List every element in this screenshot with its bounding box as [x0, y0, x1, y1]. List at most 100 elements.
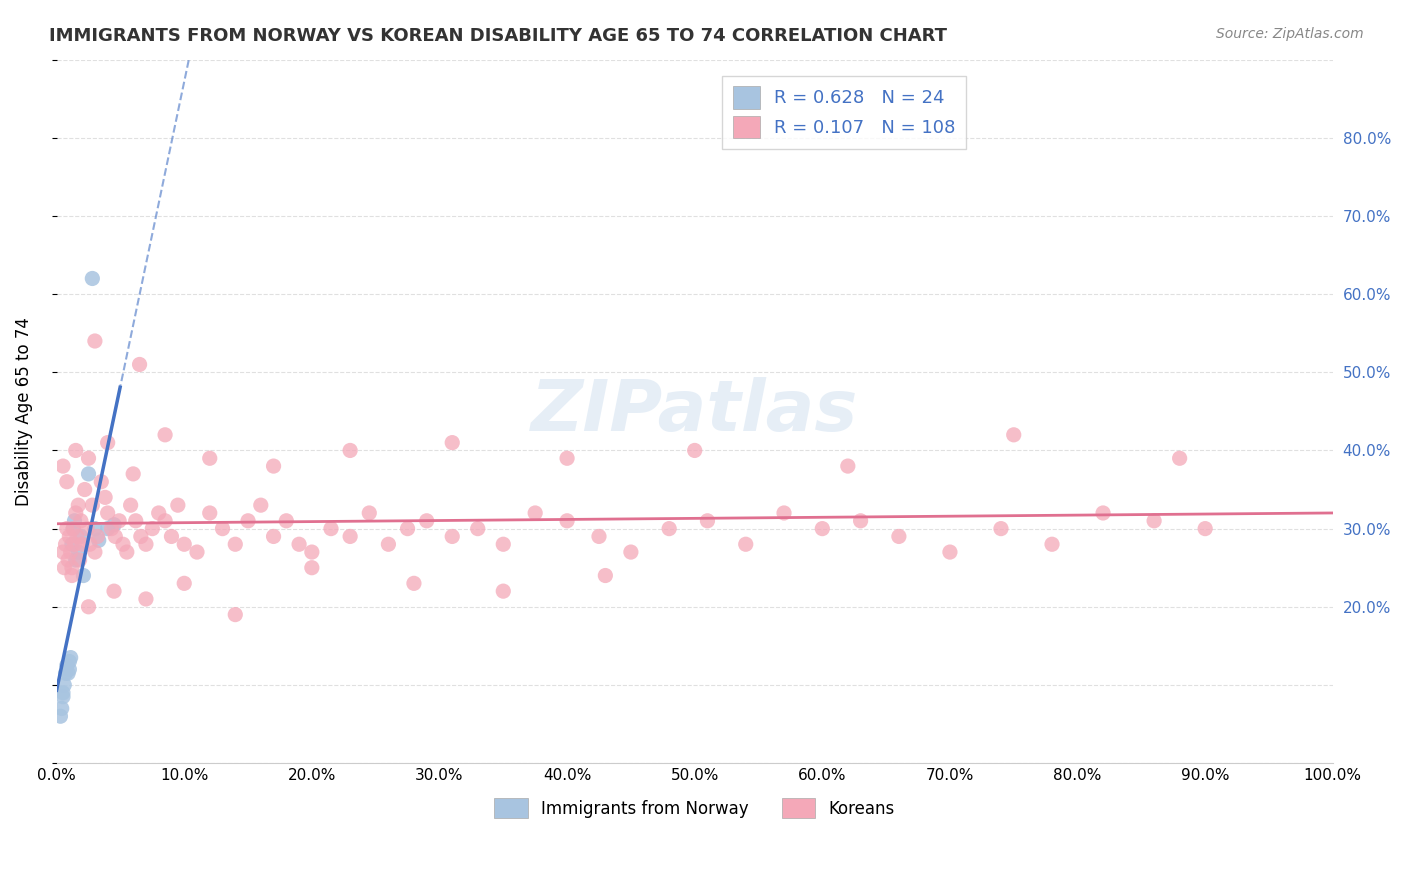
Point: [1168, 451, 1191, 466]
Point: [339, 529, 361, 543]
Point: [66, 529, 89, 543]
Point: [990, 522, 1012, 536]
Point: [555, 514, 578, 528]
Point: [236, 514, 259, 528]
Point: [111, 537, 134, 551]
Point: [51, 701, 73, 715]
Point: [1040, 537, 1063, 551]
Point: [67, 545, 90, 559]
Point: [339, 443, 361, 458]
Point: [849, 514, 872, 528]
Point: [104, 529, 127, 543]
Point: [263, 459, 285, 474]
Point: [173, 537, 195, 551]
Y-axis label: Disability Age 65 to 74: Disability Age 65 to 74: [15, 317, 32, 506]
Point: [288, 537, 311, 551]
Point: [441, 529, 464, 543]
Point: [103, 517, 125, 532]
Point: [60, 568, 83, 582]
Point: [276, 514, 298, 528]
Point: [52, 690, 75, 704]
Text: ZIPatlas: ZIPatlas: [531, 376, 859, 446]
Point: [141, 522, 163, 536]
Point: [396, 522, 419, 536]
Point: [56, 475, 79, 489]
Point: [125, 514, 148, 528]
Point: [837, 459, 859, 474]
Point: [59, 650, 82, 665]
Point: [60, 560, 83, 574]
Point: [63, 537, 86, 551]
Point: [224, 537, 246, 551]
Point: [83, 545, 105, 559]
Point: [97, 435, 120, 450]
Point: [1092, 506, 1115, 520]
Point: [263, 529, 285, 543]
Point: [67, 498, 90, 512]
Point: [83, 522, 105, 536]
Point: [100, 522, 122, 536]
Point: [70, 529, 93, 543]
Point: [62, 522, 84, 536]
Point: [52, 459, 75, 474]
Point: [62, 522, 84, 536]
Point: [198, 506, 221, 520]
Point: [56, 522, 79, 536]
Point: [377, 537, 399, 551]
Point: [319, 522, 342, 536]
Point: [148, 506, 170, 520]
Point: [129, 529, 152, 543]
Point: [359, 506, 381, 520]
Point: [224, 607, 246, 622]
Point: [658, 522, 681, 536]
Point: [77, 599, 100, 614]
Point: [198, 451, 221, 466]
Point: [103, 584, 125, 599]
Point: [135, 537, 157, 551]
Point: [58, 529, 80, 543]
Point: [53, 678, 76, 692]
Point: [53, 560, 76, 574]
Point: [696, 514, 718, 528]
Point: [301, 560, 323, 574]
Point: [120, 498, 142, 512]
Point: [56, 666, 79, 681]
Text: Source: ZipAtlas.com: Source: ZipAtlas.com: [1216, 27, 1364, 41]
Point: [122, 467, 145, 481]
Point: [90, 475, 112, 489]
Point: [153, 514, 176, 528]
Point: [173, 576, 195, 591]
Point: [82, 271, 104, 285]
Point: [211, 522, 233, 536]
Point: [77, 467, 100, 481]
Point: [115, 545, 138, 559]
Point: [402, 576, 425, 591]
Point: [70, 514, 93, 528]
Point: [97, 522, 120, 536]
Point: [135, 591, 157, 606]
Point: [153, 427, 176, 442]
Point: [82, 498, 104, 512]
Point: [58, 655, 80, 669]
Point: [76, 522, 98, 536]
Point: [160, 529, 183, 543]
Point: [683, 443, 706, 458]
Point: [441, 435, 464, 450]
Point: [63, 514, 86, 528]
Point: [620, 545, 643, 559]
Point: [65, 553, 87, 567]
Point: [492, 537, 515, 551]
Point: [73, 483, 96, 497]
Point: [492, 584, 515, 599]
Point: [588, 529, 610, 543]
Point: [56, 658, 79, 673]
Point: [524, 506, 547, 520]
Point: [58, 662, 80, 676]
Point: [59, 545, 82, 559]
Point: [56, 553, 79, 567]
Point: [887, 529, 910, 543]
Point: [52, 545, 75, 559]
Point: [79, 537, 101, 551]
Point: [415, 514, 437, 528]
Point: [1143, 514, 1166, 528]
